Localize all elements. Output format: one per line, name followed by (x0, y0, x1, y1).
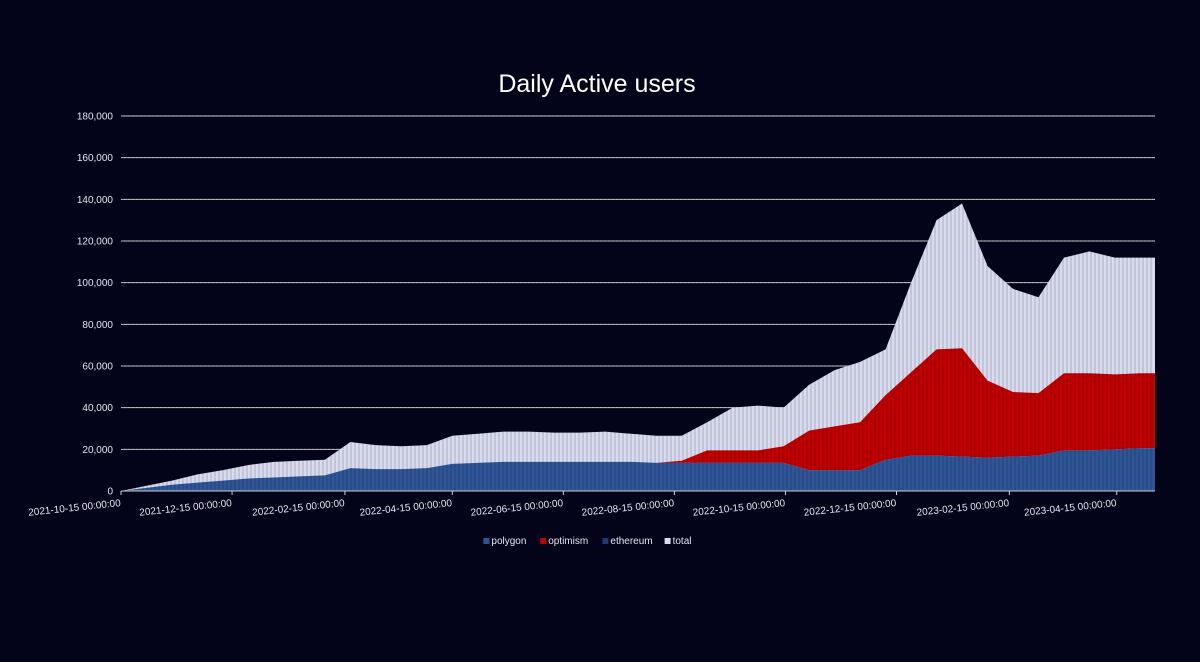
y-tick-label: 180,000 (77, 112, 114, 123)
legend-swatch-polygon (483, 538, 490, 544)
x-tick-label: 2021-12-15 00:00:00 (139, 498, 233, 519)
x-tick-label: 2022-12-15 00:00:00 (803, 498, 897, 519)
y-axis: 0 20,000 40,000 60,000 80,000 100,000 120,000 1… (77, 112, 114, 498)
legend-swatch-total (664, 538, 671, 544)
x-tick-label: 2021-10-15 00:00:00 (28, 498, 122, 519)
x-tick-label: 2022-10-15 00:00:00 (692, 498, 786, 519)
x-tick-label: 2022-06-15 00:00:00 (470, 498, 564, 519)
gridlines (121, 115, 1155, 450)
y-tick-label: 60,000 (82, 362, 113, 373)
y-tick-label: 160,000 (77, 153, 114, 164)
x-tick-label: 2022-08-15 00:00:00 (581, 498, 675, 519)
x-tick-label: 2022-02-15 00:00:00 (252, 498, 346, 519)
y-tick-label: 100,000 (77, 278, 114, 289)
y-tick-label: 0 (107, 487, 113, 498)
legend-label-total: total (673, 536, 692, 547)
legend-swatch-optimism (540, 538, 547, 544)
series-area-polygon (121, 448, 1155, 491)
y-tick-label: 120,000 (77, 237, 114, 248)
plot-area (121, 116, 1155, 491)
y-tick-label: 40,000 (82, 403, 113, 414)
x-axis: 2021-10-15 00:00:00 2021-12-15 00:00:00 20… (28, 490, 1155, 519)
series-area-optimism (121, 348, 1155, 491)
bar-texture (122, 116, 1152, 491)
x-tick-label: 2022-04-15 00:00:00 (359, 498, 453, 519)
legend: polygon optimism ethereum total (483, 536, 692, 547)
legend-label-ethereum: ethereum (610, 536, 652, 547)
legend-swatch-ethereum (602, 538, 609, 544)
x-tick-label: 2023-04-15 00:00:00 (1024, 498, 1118, 519)
y-tick-label: 140,000 (77, 195, 114, 206)
y-tick-label: 80,000 (82, 320, 113, 331)
legend-label-optimism: optimism (548, 536, 588, 547)
x-tick-label: 2023-02-15 00:00:00 (916, 498, 1010, 519)
chart-title: Daily Active users (498, 70, 695, 98)
legend-label-polygon: polygon (491, 536, 526, 547)
y-tick-label: 20,000 (82, 445, 113, 456)
